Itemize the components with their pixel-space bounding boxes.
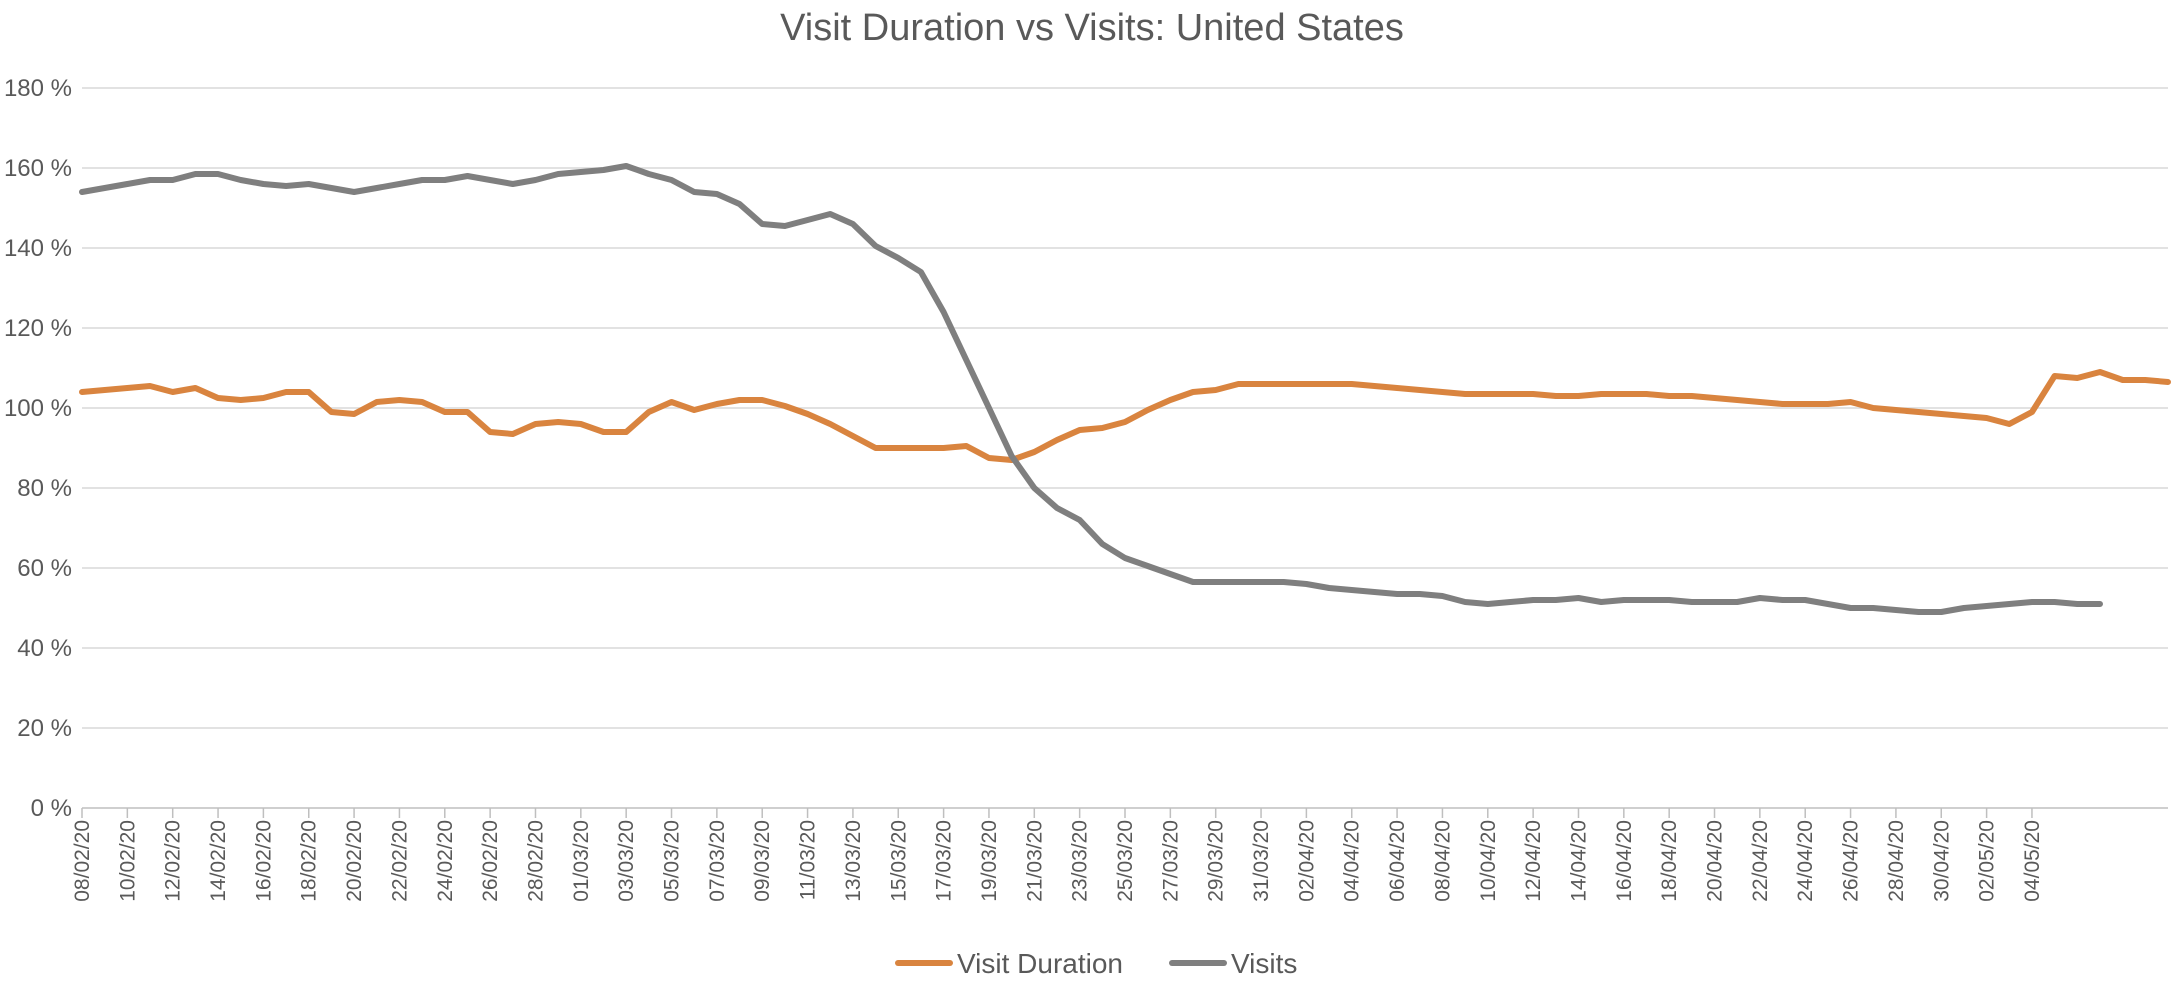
x-tick-label: 24/02/20 [434,820,457,902]
y-axis-ticks: 0 % 20 % 40 % 60 % 80 % 100 % 120 % 140 % 160 % 1… [4,75,72,822]
y-tick-label: 60 % [17,555,72,582]
x-tick-label: 10/02/20 [116,820,139,902]
x-tick-label: 03/03/20 [615,820,638,902]
x-tick-label: 26/04/20 [1840,820,1863,902]
x-tick-label: 23/03/20 [1069,820,1092,902]
y-tick-label: 80 % [17,475,72,502]
x-tick-label: 19/03/20 [978,820,1001,902]
x-tick-label: 02/04/20 [1295,820,1318,902]
x-tick-label: 20/04/20 [1704,820,1727,902]
x-tick-label: 14/02/20 [207,820,230,902]
y-tick-label: 20 % [17,715,72,742]
x-tick-label: 25/03/20 [1114,820,1137,902]
x-tick-label: 22/02/20 [388,820,411,902]
x-tick-label: 09/03/20 [751,820,774,902]
x-tick-label: 26/02/20 [479,820,502,902]
y-tick-label: 100 % [4,395,72,422]
x-tick-label: 18/04/20 [1658,820,1681,902]
series-line-visits [79,163,2103,615]
chart-title: Visit Duration vs Visits: United States [780,7,1404,49]
x-tick-label: 04/05/20 [2021,820,2044,902]
x-tick-label: 27/03/20 [1159,820,1182,902]
y-tick-label: 180 % [4,75,72,102]
x-tick-label: 29/03/20 [1205,820,1228,902]
x-axis-ticks: 08/02/20 10/02/20 12/02/20 14/02/20 16/02/20… [71,820,2044,902]
x-tick-label: 22/04/20 [1749,820,1772,902]
legend-label: Visits [1231,948,1297,979]
x-tick-label: 31/03/20 [1250,820,1273,902]
series-line-visit-duration [79,369,2171,463]
x-tick-label: 06/04/20 [1386,820,1409,902]
x-tick-label: 05/03/20 [661,820,684,902]
x-tick-label: 14/04/20 [1567,820,1590,902]
axes [81,807,2168,818]
x-tick-label: 08/04/20 [1431,820,1454,902]
legend-item-visits[interactable]: Visits [1169,948,1297,979]
x-tick-label: 21/03/20 [1023,820,1046,902]
x-tick-label: 02/05/20 [1976,820,1999,902]
legend-label: Visit Duration [957,948,1123,979]
y-tick-label: 0 % [31,795,72,822]
x-tick-label: 28/04/20 [1885,820,1908,902]
x-tick-label: 07/03/20 [706,820,729,902]
series-lines [79,163,2171,615]
x-tick-label: 01/03/20 [570,820,593,902]
x-tick-label: 13/03/20 [842,820,865,902]
x-tick-label: 08/02/20 [71,820,94,902]
x-tick-label: 24/04/20 [1794,820,1817,902]
x-tick-label: 12/04/20 [1522,820,1545,902]
x-tick-label: 15/03/20 [887,820,910,902]
x-tick-label: 16/02/20 [252,820,275,902]
x-tick-label: 10/04/20 [1477,820,1500,902]
legend-item-visit-duration[interactable]: Visit Duration [895,948,1123,979]
x-tick-label: 20/02/20 [343,820,366,902]
x-tick-label: 17/03/20 [933,820,956,902]
y-tick-label: 140 % [4,235,72,262]
legend[interactable]: Visit Duration Visits [895,948,1297,979]
x-tick-label: 12/02/20 [162,820,185,902]
x-tick-label: 28/02/20 [524,820,547,902]
y-tick-label: 40 % [17,635,72,662]
y-tick-label: 160 % [4,155,72,182]
x-tick-label: 18/02/20 [298,820,321,902]
x-tick-label: 30/04/20 [1930,820,1953,902]
x-tick-label: 04/04/20 [1341,820,1364,902]
x-tick-label: 11/03/20 [797,820,820,900]
x-tick-label: 16/04/20 [1613,820,1636,902]
y-tick-label: 120 % [4,315,72,342]
